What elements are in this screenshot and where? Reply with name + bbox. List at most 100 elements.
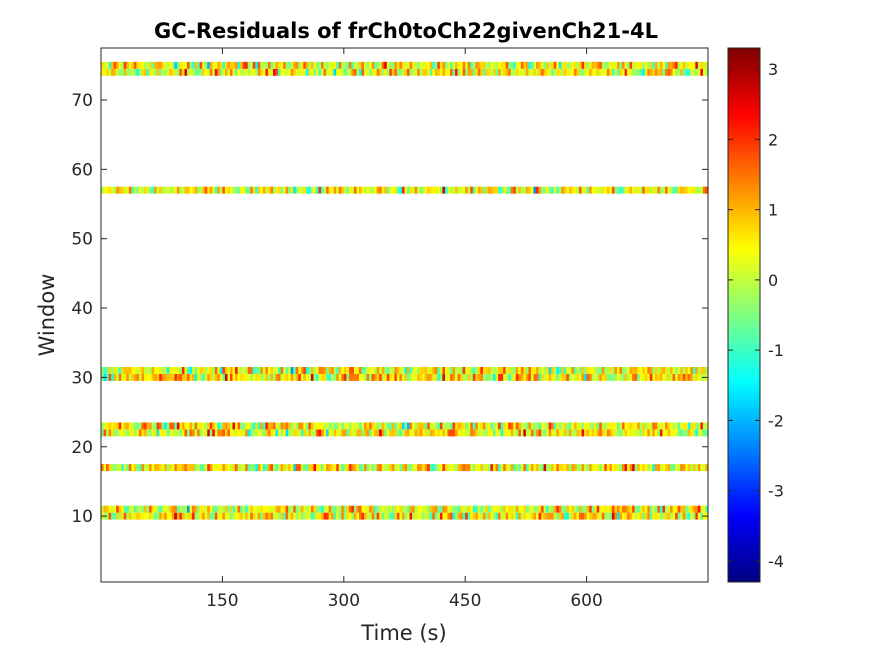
heatmap-cell (450, 429, 453, 437)
heatmap-cell (563, 61, 567, 69)
heatmap-cell (348, 367, 352, 374)
heatmap-cell (670, 464, 673, 472)
heatmap-cell (159, 367, 163, 374)
heatmap-cell (255, 505, 259, 513)
heatmap-cell (654, 186, 658, 194)
heatmap-cell (581, 505, 585, 513)
heatmap-cell (611, 422, 615, 430)
heatmap-cell (687, 422, 691, 430)
heatmap-cell (450, 422, 453, 430)
x-axis: 150 300 450 600 (206, 48, 603, 611)
heatmap-cell (457, 68, 461, 76)
heatmap-cell (174, 367, 178, 374)
heatmap-cell (561, 68, 565, 76)
heatmap-cell (576, 68, 580, 76)
heatmap-cell (672, 186, 676, 194)
heatmap-cell (156, 429, 160, 437)
heatmap-cell (525, 186, 529, 194)
heatmap-cell (123, 505, 127, 513)
heatmap-cell (262, 512, 266, 520)
heatmap-cell (161, 373, 165, 381)
heatmap-cell (214, 373, 218, 381)
heatmap-cell (245, 429, 249, 437)
heatmap-cell (503, 464, 507, 472)
heatmap-cell (149, 422, 152, 430)
heatmap-cell (343, 367, 347, 374)
heatmap-cell (561, 505, 565, 513)
heatmap-cell (257, 68, 261, 76)
heatmap-cell (154, 505, 158, 513)
heatmap-cell (141, 186, 145, 194)
heatmap-cell (260, 367, 264, 374)
heatmap-cell (374, 367, 378, 374)
heatmap-cell (500, 422, 504, 430)
heatmap-cell (237, 373, 241, 381)
heatmap-cell (111, 186, 115, 194)
heatmap-cell (409, 186, 413, 194)
heatmap-cell (690, 367, 694, 374)
heatmap-cell (101, 429, 104, 437)
heatmap-cell (101, 422, 104, 430)
heatmap-cell (584, 429, 587, 437)
heatmap-cell (240, 61, 244, 69)
y-axis-label: Window (35, 274, 59, 357)
heatmap-cell (624, 422, 628, 430)
heatmap-cell (358, 422, 362, 430)
heatmap-cell (394, 422, 398, 430)
heatmap-cell (285, 512, 289, 520)
heatmap-cell (255, 512, 259, 520)
heatmap-cell (149, 429, 152, 437)
heatmap-cell (573, 186, 577, 194)
heatmap-cell (667, 373, 671, 381)
heatmap-cell (103, 68, 107, 76)
heatmap-cell (619, 68, 623, 76)
heatmap-cell (161, 367, 165, 374)
heatmap-cell (611, 512, 615, 520)
heatmap-cell (154, 422, 158, 430)
heatmap-cell (169, 464, 173, 472)
heatmap-cell (267, 68, 271, 76)
heatmap-cell (391, 464, 395, 472)
heatmap-cell (667, 68, 671, 76)
heatmap-cell (169, 373, 173, 381)
heatmap-cell (224, 512, 228, 520)
heatmap-cell (480, 68, 484, 76)
heatmap-cell (144, 505, 147, 513)
heatmap-cell (366, 367, 370, 374)
heatmap-cell (500, 68, 504, 76)
heatmap-cell (194, 61, 198, 69)
heatmap-cell (313, 505, 317, 513)
heatmap-cell (407, 186, 410, 194)
heatmap-cell (257, 464, 261, 472)
heatmap-cell (659, 464, 663, 472)
heatmap-cell (581, 61, 585, 69)
heatmap-cell (391, 512, 395, 520)
heatmap-cell (518, 505, 522, 513)
heatmap-cell (224, 422, 228, 430)
heatmap-cell (123, 61, 127, 69)
heatmap-cell (118, 61, 122, 69)
heatmap-cell (366, 61, 370, 69)
heatmap-cell (136, 186, 140, 194)
heatmap-cell (543, 512, 547, 520)
heatmap-cell (639, 61, 643, 69)
heatmap-cell (343, 429, 347, 437)
heatmap-cell (156, 464, 160, 472)
heatmap-cell (295, 68, 299, 76)
heatmap-cell (450, 68, 453, 76)
heatmap-cell (525, 512, 529, 520)
heatmap-cell (427, 186, 431, 194)
heatmap-cell (407, 505, 410, 513)
heatmap-cell (546, 373, 550, 381)
heatmap-cell (379, 429, 383, 437)
heatmap-cell (272, 429, 276, 437)
heatmap-cell (214, 61, 218, 69)
heatmap-cell (462, 68, 466, 76)
heatmap-cell (462, 512, 466, 520)
heatmap-cell (644, 512, 648, 520)
heatmap-cell (591, 186, 595, 194)
heatmap-cell (240, 422, 244, 430)
heatmap-cell (558, 373, 562, 381)
heatmap-cell (627, 186, 630, 194)
heatmap-cell (437, 505, 441, 513)
